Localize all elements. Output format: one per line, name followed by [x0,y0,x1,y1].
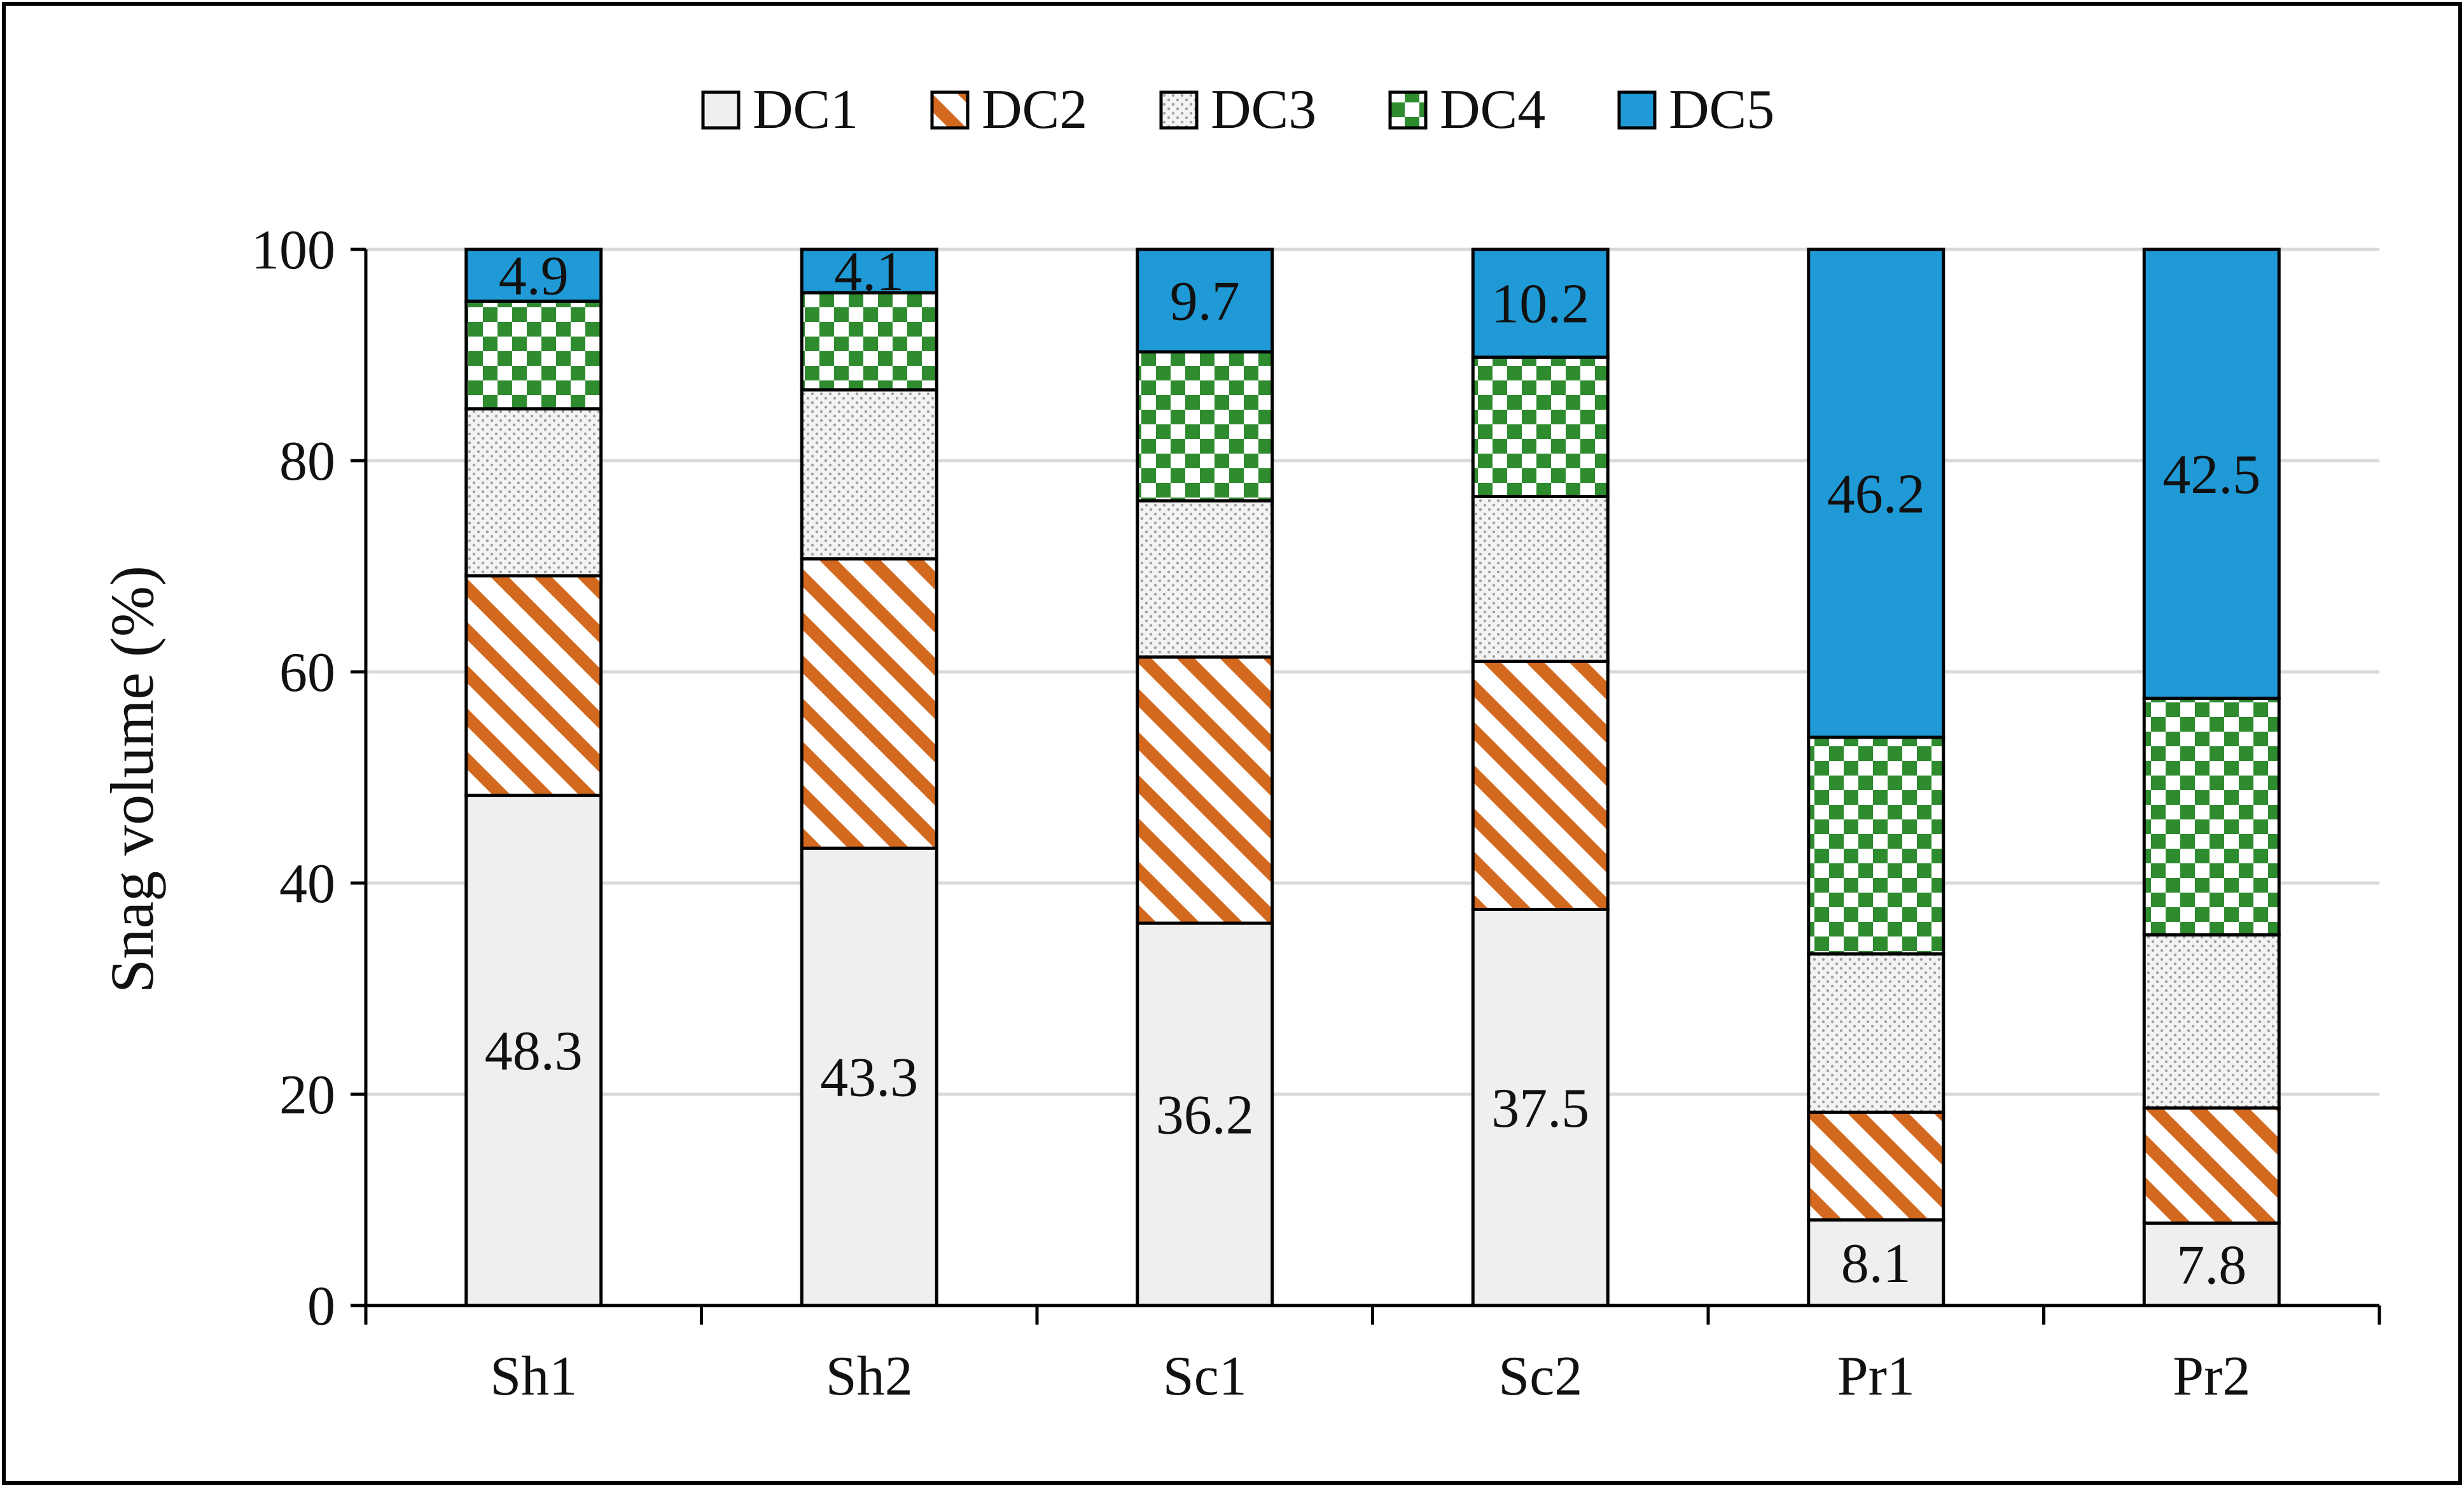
x-tick-label-sh1: Sh1 [490,1346,577,1407]
x-tick-label-sc1: Sc1 [1163,1346,1247,1407]
legend: DC1 DC2 DC3 DC4 DC5 [701,79,1774,141]
data-labels: 48.3 43.3 36.2 37.5 8.1 7.8 4.9 4.1 9.7 10.2 46.2 4… [485,241,2261,1296]
legend-swatch-dc1 [701,90,741,130]
data-label-pr2-dc5: 42.5 [2162,444,2260,506]
gridlines [366,247,2379,1096]
y-tick-label-0: 0 [307,1276,335,1337]
bar-segment-pr1-dc4 [1807,735,1945,956]
bar-segment-sc1-dc2 [1136,655,1274,925]
data-label-sc2-dc1: 37.5 [1491,1078,1589,1139]
x-axis-ticks: Sh1 Sh2 Sc1 Sc2 Pr1 Pr2 [364,1305,2381,1407]
x-tick-label-sc2: Sc2 [1498,1346,1582,1407]
bar-segment-sh1-dc2 [464,574,603,797]
bar-segment-sh2-dc4 [800,291,938,392]
legend-label-dc1: DC1 [753,79,858,141]
bar-segment-sc2-dc5 [1471,247,1610,359]
bar-segment-sh1-dc4 [464,299,603,411]
legend-swatch-dc2 [930,90,970,130]
y-tick-label-100: 100 [251,219,335,281]
bar-segment-pr1-dc3 [1807,952,1945,1114]
bar-segment-pr1-dc2 [1807,1110,1945,1222]
x-tick-label-pr1: Pr1 [1837,1346,1915,1407]
bar-segment-sh2-dc3 [800,388,938,560]
data-label-sh1-dc5: 4.9 [499,246,569,307]
data-label-sc1-dc1: 36.2 [1156,1085,1254,1146]
bar-segment-sc2-dc2 [1471,659,1610,912]
bar-segment-pr2-dc1 [2142,1222,2281,1307]
y-tick-label-60: 60 [279,642,335,704]
data-label-pr1-dc1: 8.1 [1841,1233,1911,1295]
legend-swatch-dc5 [1617,90,1657,130]
bar-segment-sc1-dc4 [1136,350,1274,503]
bar-segment-pr2-dc4 [2142,697,2281,936]
data-label-sh2-dc5: 4.1 [834,241,904,303]
y-tick-label-80: 80 [279,431,335,492]
bar-segment-sc1-dc5 [1136,247,1274,354]
legend-swatch-dc4 [1388,90,1428,130]
y-axis-ticks: 0 20 40 60 80 100 [251,219,366,1337]
bar-segment-pr1-dc5 [1807,247,1945,739]
data-label-pr2-dc1: 7.8 [2176,1234,2246,1296]
data-label-sc1-dc5: 9.7 [1170,271,1240,333]
bars [464,247,2281,1307]
data-label-sh2-dc1: 43.3 [820,1047,918,1109]
bar-segment-pr2-dc3 [2142,933,2281,1110]
bar-segment-sh1-dc5 [464,247,603,303]
bar-segment-sc2-dc1 [1471,908,1610,1307]
bar-segment-sh2-dc1 [800,846,938,1307]
bar-segment-sc2-dc3 [1471,494,1610,663]
data-label-sc2-dc5: 10.2 [1491,274,1589,335]
legend-label-dc4: DC4 [1440,79,1545,141]
bar-segment-pr1-dc1 [1807,1218,1945,1307]
bar-segment-pr2-dc2 [2142,1106,2281,1225]
bar-segment-sc1-dc1 [1136,921,1274,1307]
y-axis-title: Snag volume (%) [98,566,166,993]
bar-segment-sh1-dc3 [464,407,603,578]
legend-swatch-dc3 [1159,90,1199,130]
bar-segment-sc1-dc3 [1136,499,1274,659]
bar-segment-pr2-dc5 [2142,247,2281,700]
y-tick-label-20: 20 [279,1064,335,1126]
bar-segment-sh2-dc2 [800,557,938,850]
legend-label-dc2: DC2 [982,79,1087,141]
bar-segment-sc2-dc4 [1471,355,1610,498]
bar-segment-sh2-dc5 [800,247,938,295]
x-tick-label-pr2: Pr2 [2173,1346,2250,1407]
legend-label-dc5: DC5 [1669,79,1774,141]
x-tick-label-sh2: Sh2 [826,1346,913,1407]
data-label-sh1-dc1: 48.3 [485,1020,583,1082]
data-label-pr1-dc5: 46.2 [1827,463,1925,525]
y-tick-label-40: 40 [279,853,335,915]
legend-label-dc3: DC3 [1211,79,1316,141]
